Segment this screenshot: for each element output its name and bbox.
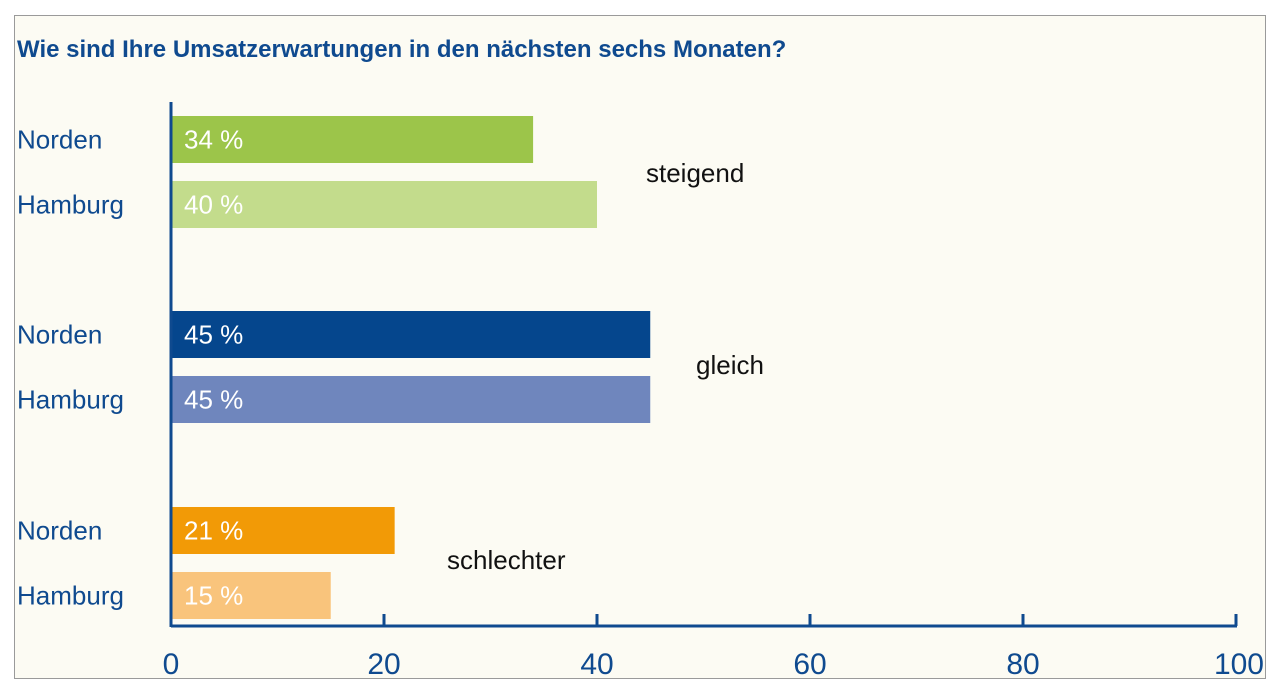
bar-value-label: 21 % bbox=[184, 516, 243, 546]
x-tick-label: 20 bbox=[367, 648, 400, 681]
bar-value-label: 45 % bbox=[184, 385, 243, 415]
x-tick-label: 60 bbox=[793, 648, 826, 681]
bar-value-label: 45 % bbox=[184, 320, 243, 350]
x-tick-label: 0 bbox=[163, 648, 180, 681]
category-label: steigend bbox=[646, 158, 744, 188]
region-label: Norden bbox=[17, 125, 102, 155]
bar bbox=[171, 311, 651, 358]
chart-title: Wie sind Ihre Umsatzerwartungen in den n… bbox=[17, 36, 787, 63]
region-label: Hamburg bbox=[17, 385, 124, 415]
bar-value-label: 40 % bbox=[184, 190, 243, 220]
region-label: Norden bbox=[17, 320, 102, 350]
bar bbox=[171, 376, 651, 423]
bar bbox=[171, 116, 534, 163]
bar-value-label: 15 % bbox=[184, 581, 243, 611]
bar bbox=[171, 572, 331, 619]
region-label: Hamburg bbox=[17, 581, 124, 611]
bar bbox=[171, 181, 597, 228]
x-tick-label: 80 bbox=[1006, 648, 1039, 681]
bar bbox=[171, 507, 395, 554]
category-label: schlechter bbox=[447, 545, 566, 575]
region-label: Hamburg bbox=[17, 190, 124, 220]
x-tick-label: 100 bbox=[1214, 648, 1264, 681]
bar-value-label: 34 % bbox=[184, 125, 243, 155]
region-label: Norden bbox=[17, 516, 102, 546]
x-tick-label: 40 bbox=[580, 648, 613, 681]
category-label: gleich bbox=[696, 350, 764, 380]
